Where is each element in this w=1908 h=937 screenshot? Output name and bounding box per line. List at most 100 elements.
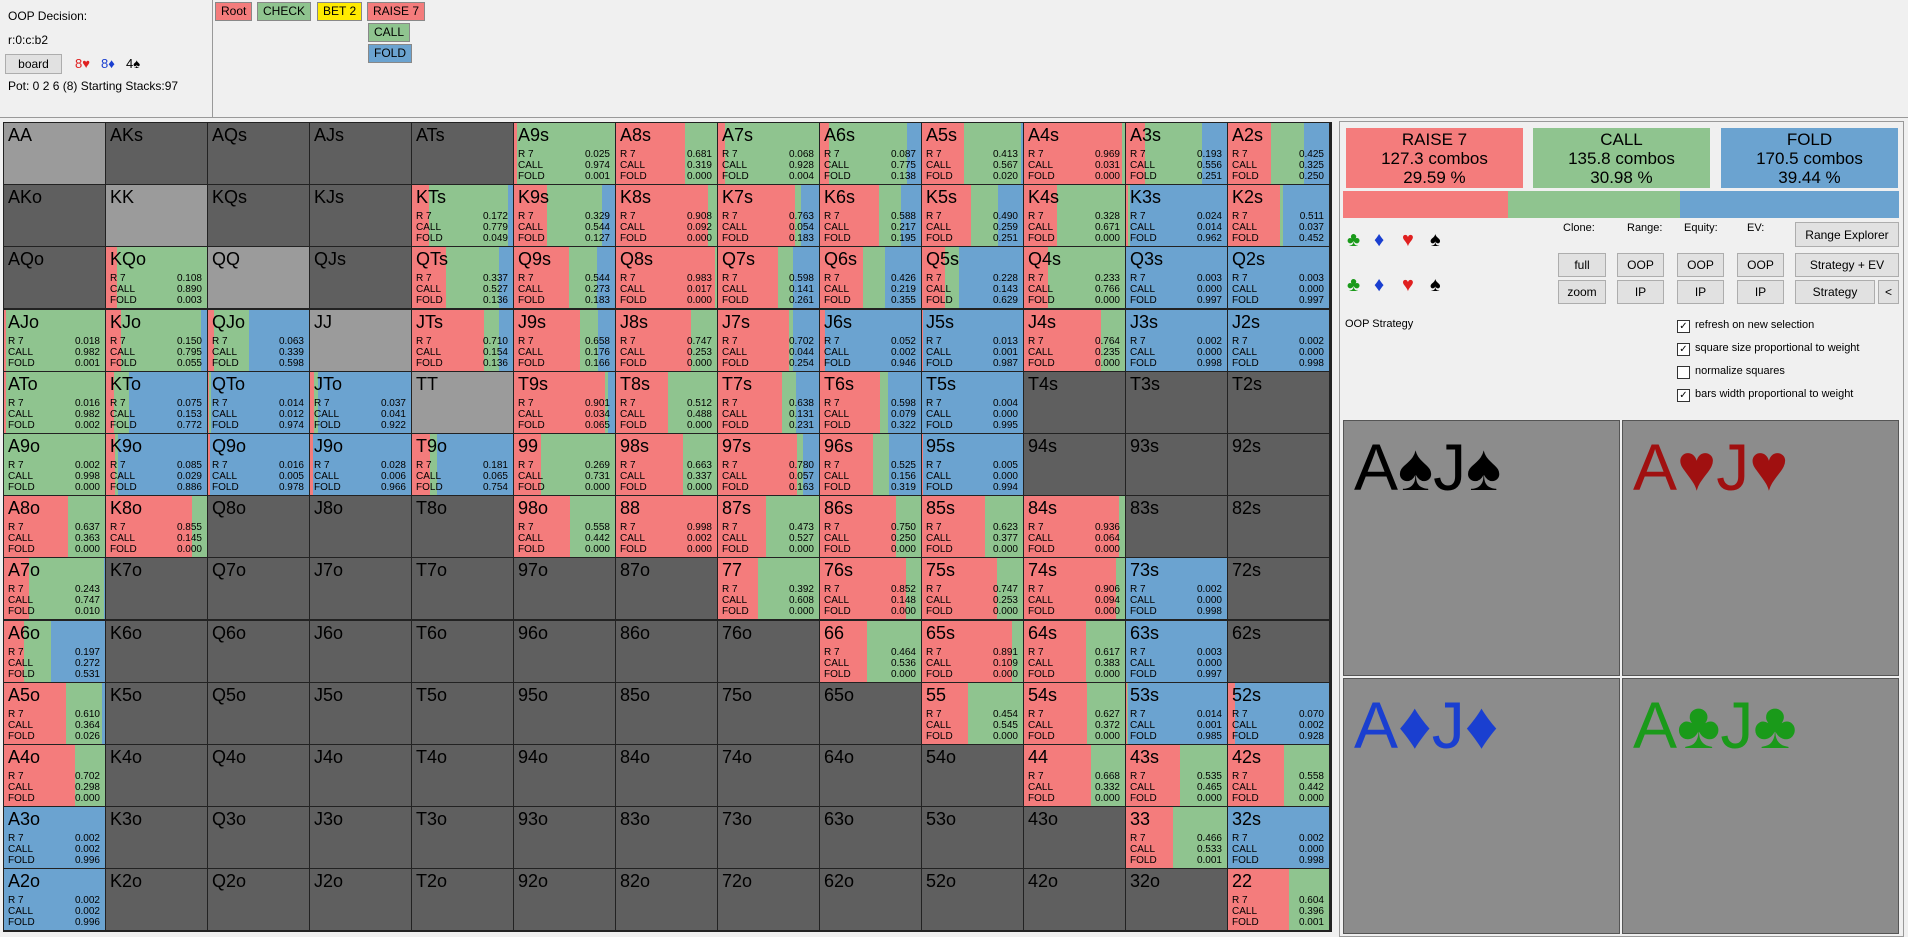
suit[interactable]: ♦ bbox=[1374, 274, 1385, 296]
hand-cell[interactable]: KK bbox=[106, 185, 207, 247]
hand-cell[interactable]: R 7 0.197 CALL 0.272 FOLD 0.531 A6o bbox=[4, 620, 105, 682]
hand-cell[interactable]: 82o bbox=[616, 869, 717, 931]
button[interactable]: IP bbox=[1617, 280, 1664, 304]
hand-cell[interactable]: TT bbox=[412, 371, 513, 433]
hand-cell[interactable]: R 7 0.906 CALL 0.094 FOLD 0.000 74s bbox=[1024, 558, 1125, 620]
hand-cell[interactable]: R 7 0.969 CALL 0.031 FOLD 0.000 A4s bbox=[1024, 123, 1125, 184]
nav-button[interactable]: CHECK bbox=[257, 2, 312, 21]
hand-cell[interactable]: K3o bbox=[106, 807, 207, 869]
hand-cell[interactable]: 76o bbox=[718, 620, 819, 682]
hand-cell[interactable]: R 7 0.068 CALL 0.928 FOLD 0.004 A7s bbox=[718, 123, 819, 184]
hand-cell[interactable]: R 7 0.014 CALL 0.012 FOLD 0.974 QTo bbox=[208, 371, 309, 433]
hand-cell[interactable]: 83o bbox=[616, 807, 717, 869]
hand-cell[interactable]: T3o bbox=[412, 807, 513, 869]
hand-cell[interactable]: R 7 0.018 CALL 0.982 FOLD 0.001 AJo bbox=[4, 309, 105, 371]
hand-cell[interactable]: R 7 0.936 CALL 0.064 FOLD 0.000 84s bbox=[1024, 496, 1125, 558]
hand-cell[interactable]: KJs bbox=[310, 185, 411, 247]
hand-cell[interactable]: Q6o bbox=[208, 620, 309, 682]
button[interactable]: IP bbox=[1677, 280, 1724, 304]
hand-cell[interactable]: 85o bbox=[616, 682, 717, 744]
hand-cell[interactable]: J7o bbox=[310, 558, 411, 620]
hand-cell[interactable]: R 7 0.425 CALL 0.325 FOLD 0.250 A2s bbox=[1228, 123, 1329, 184]
hand[interactable]: A♦J♦ bbox=[1343, 678, 1620, 934]
hand-cell[interactable]: QJs bbox=[310, 247, 411, 309]
hand-cell[interactable]: R 7 0.998 CALL 0.002 FOLD 0.000 88 bbox=[616, 496, 717, 558]
hand-cell[interactable]: 64o bbox=[820, 745, 921, 806]
hand-cell[interactable]: 75o bbox=[718, 682, 819, 744]
hand-cell[interactable]: J2o bbox=[310, 869, 411, 931]
hand-cell[interactable]: R 7 0.558 CALL 0.442 FOLD 0.000 98o bbox=[514, 496, 615, 558]
hand-cell[interactable]: R 7 0.413 CALL 0.567 FOLD 0.020 A5s bbox=[922, 123, 1023, 184]
hand-cell[interactable]: R 7 0.525 CALL 0.156 FOLD 0.319 96s bbox=[820, 434, 921, 495]
hand-cell[interactable]: 54o bbox=[922, 745, 1023, 806]
button[interactable]: Strategy + EV bbox=[1795, 253, 1899, 277]
hand-cell[interactable]: Q7o bbox=[208, 558, 309, 620]
hand-cell[interactable]: R 7 0.269 CALL 0.731 FOLD 0.000 99 bbox=[514, 434, 615, 495]
hand-cell[interactable]: 94o bbox=[514, 745, 615, 806]
hand-cell[interactable]: R 7 0.426 CALL 0.219 FOLD 0.355 Q6s bbox=[820, 247, 921, 309]
hand-cell[interactable]: AQo bbox=[4, 247, 105, 309]
hand-cell[interactable]: Q8o bbox=[208, 496, 309, 558]
hand-cell[interactable]: AKs bbox=[106, 123, 207, 184]
hand-cell[interactable]: T5o bbox=[412, 682, 513, 744]
hand-cell[interactable]: K4o bbox=[106, 745, 207, 806]
hand[interactable]: A♥J♥ bbox=[1622, 420, 1899, 676]
hand-cell[interactable]: R 7 0.623 CALL 0.377 FOLD 0.000 85s bbox=[922, 496, 1023, 558]
hand-cell[interactable]: J4o bbox=[310, 745, 411, 806]
hand-cell[interactable]: T2s bbox=[1228, 371, 1329, 433]
hand-cell[interactable]: R 7 0.668 CALL 0.332 FOLD 0.000 44 bbox=[1024, 745, 1125, 806]
nav-button[interactable]: RAISE 7 bbox=[367, 2, 426, 21]
checkbox[interactable]: ✓ bbox=[1677, 343, 1690, 356]
hand-cell[interactable]: R 7 0.747 CALL 0.253 FOLD 0.000 75s bbox=[922, 558, 1023, 620]
hand-cell[interactable]: 83s bbox=[1126, 496, 1227, 558]
hand-cell[interactable]: R 7 0.764 CALL 0.235 FOLD 0.000 J4s bbox=[1024, 309, 1125, 371]
hand-cell[interactable]: R 7 0.328 CALL 0.671 FOLD 0.000 K4s bbox=[1024, 185, 1125, 247]
hand-cell[interactable]: R 7 0.588 CALL 0.217 FOLD 0.195 K6s bbox=[820, 185, 921, 247]
hand-cell[interactable]: R 7 0.663 CALL 0.337 FOLD 0.000 98s bbox=[616, 434, 717, 495]
hand-cell[interactable]: R 7 0.181 CALL 0.065 FOLD 0.754 T9o bbox=[412, 434, 513, 495]
hand-cell[interactable]: R 7 0.085 CALL 0.029 FOLD 0.886 K9o bbox=[106, 434, 207, 495]
suit[interactable]: ♠ bbox=[1430, 229, 1441, 251]
hand-cell[interactable]: R 7 0.598 CALL 0.079 FOLD 0.322 T6s bbox=[820, 371, 921, 433]
hand-cell[interactable]: R 7 0.233 CALL 0.766 FOLD 0.000 Q4s bbox=[1024, 247, 1125, 309]
hand-cell[interactable]: KQs bbox=[208, 185, 309, 247]
hand-cell[interactable]: 42o bbox=[1024, 869, 1125, 931]
hand-cell[interactable]: R 7 0.329 CALL 0.544 FOLD 0.127 K9s bbox=[514, 185, 615, 247]
hand-cell[interactable]: R 7 0.490 CALL 0.259 FOLD 0.251 K5s bbox=[922, 185, 1023, 247]
hand-cell[interactable]: R 7 0.002 CALL 0.000 FOLD 0.998 J3s bbox=[1126, 309, 1227, 371]
hand-cell[interactable]: R 7 0.511 CALL 0.037 FOLD 0.452 K2s bbox=[1228, 185, 1329, 247]
hand-cell[interactable]: R 7 0.610 CALL 0.364 FOLD 0.026 A5o bbox=[4, 682, 105, 744]
hand-cell[interactable]: AA bbox=[4, 123, 105, 184]
hand-cell[interactable]: R 7 0.005 CALL 0.000 FOLD 0.994 95s bbox=[922, 434, 1023, 495]
hand-cell[interactable]: Q2o bbox=[208, 869, 309, 931]
hand-cell[interactable]: 72o bbox=[718, 869, 819, 931]
hand-cell[interactable]: R 7 0.638 CALL 0.131 FOLD 0.231 T7s bbox=[718, 371, 819, 433]
suit[interactable]: ♥ bbox=[1402, 229, 1414, 251]
hand-cell[interactable]: 65o bbox=[820, 682, 921, 744]
button[interactable]: zoom bbox=[1558, 280, 1606, 304]
checkbox[interactable]: ✓ bbox=[1677, 320, 1690, 333]
suit[interactable]: ♦ bbox=[1374, 229, 1385, 251]
hand-cell[interactable]: R 7 0.702 CALL 0.298 FOLD 0.000 A4o bbox=[4, 745, 105, 806]
hand-cell[interactable]: Q4o bbox=[208, 745, 309, 806]
button[interactable]: full bbox=[1558, 253, 1606, 277]
hand-cell[interactable]: 93o bbox=[514, 807, 615, 869]
hand[interactable]: A♣J♣ bbox=[1622, 678, 1899, 934]
hand-cell[interactable]: AQs bbox=[208, 123, 309, 184]
hand-cell[interactable]: R 7 0.558 CALL 0.442 FOLD 0.000 42s bbox=[1228, 745, 1329, 806]
button[interactable]: IP bbox=[1737, 280, 1784, 304]
nav-option[interactable]: CALL bbox=[368, 23, 411, 42]
hand-cell[interactable]: T6o bbox=[412, 620, 513, 682]
hand-cell[interactable]: 32o bbox=[1126, 869, 1227, 931]
button[interactable]: Range Explorer bbox=[1795, 222, 1899, 247]
hand-cell[interactable]: R 7 0.702 CALL 0.044 FOLD 0.254 J7s bbox=[718, 309, 819, 371]
hand-cell[interactable]: K7o bbox=[106, 558, 207, 620]
hand-cell[interactable]: R 7 0.780 CALL 0.057 FOLD 0.163 97s bbox=[718, 434, 819, 495]
checkbox[interactable] bbox=[1677, 366, 1690, 379]
button[interactable]: OOP bbox=[1617, 253, 1664, 277]
hand-cell[interactable]: Q5o bbox=[208, 682, 309, 744]
hand-cell[interactable]: R 7 0.627 CALL 0.372 FOLD 0.000 54s bbox=[1024, 682, 1125, 744]
hand-cell[interactable]: R 7 0.901 CALL 0.034 FOLD 0.065 T9s bbox=[514, 371, 615, 433]
hand-cell[interactable]: 92o bbox=[514, 869, 615, 931]
hand-cell[interactable]: R 7 0.003 CALL 0.000 FOLD 0.997 Q3s bbox=[1126, 247, 1227, 309]
